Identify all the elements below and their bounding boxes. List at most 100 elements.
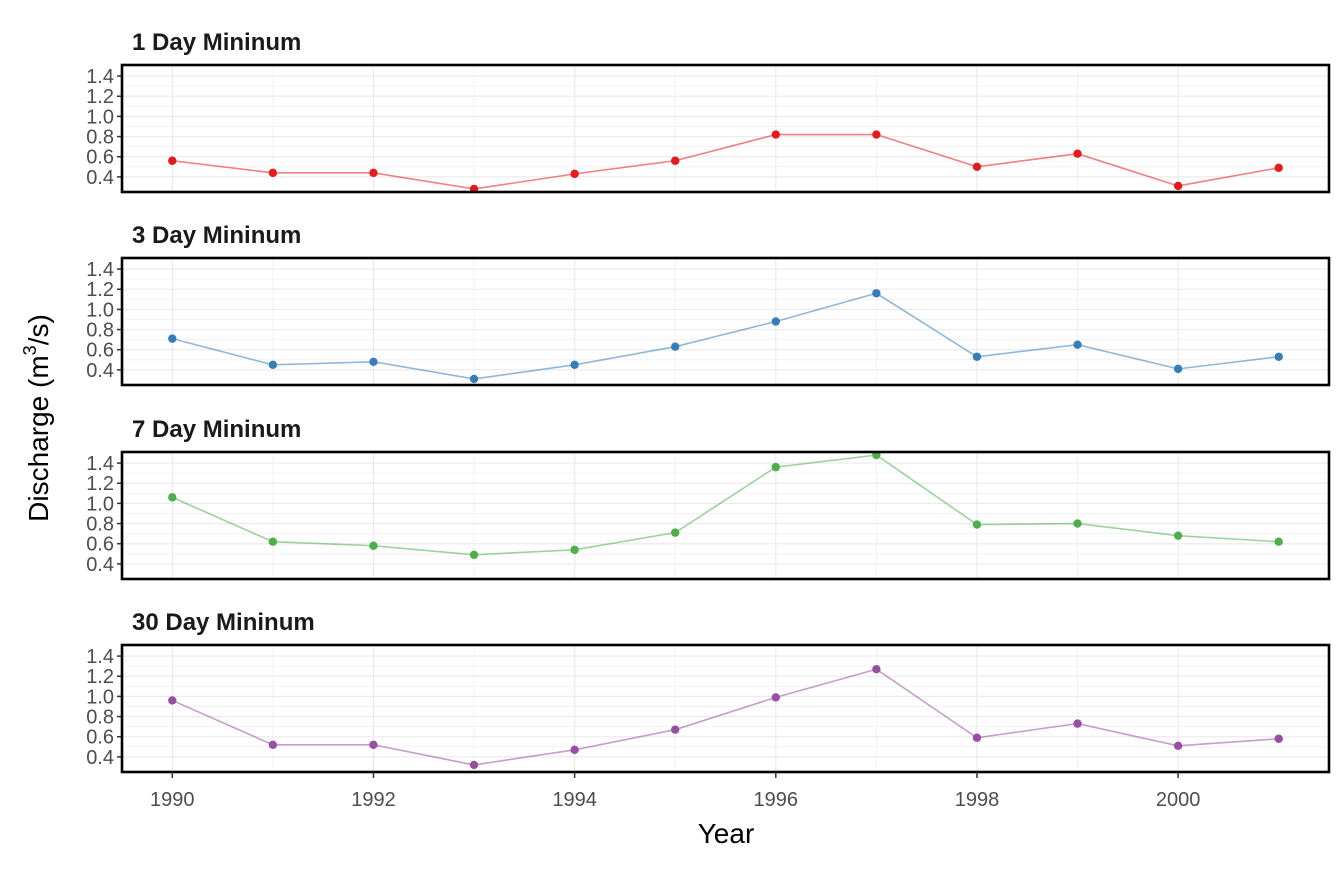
panel-border xyxy=(120,63,1331,194)
y-tick-label: 0.6 xyxy=(86,534,114,556)
series-line xyxy=(172,133,1279,190)
x-tick-label: 1992 xyxy=(351,789,396,811)
svg-text:Discharge (m3/s): Discharge (m3/s) xyxy=(20,314,54,522)
x-tick-label: 1996 xyxy=(754,789,799,811)
y-tick-label: 1.4 xyxy=(86,66,114,88)
panel-title: 30 Day Mininum xyxy=(132,609,315,636)
data-point xyxy=(1274,352,1283,361)
y-tick-label: 0.4 xyxy=(86,167,114,189)
data-point xyxy=(369,168,378,178)
data-point xyxy=(771,693,780,702)
data-point xyxy=(369,357,378,367)
data-point xyxy=(671,528,680,537)
y-axis-title-unit: m xyxy=(23,355,54,378)
y-tick-label: 1.4 xyxy=(86,259,114,281)
panel-border xyxy=(120,450,1331,581)
data-point xyxy=(570,745,579,755)
data-point xyxy=(671,725,680,734)
x-tick-label: 2000 xyxy=(1156,789,1201,811)
y-tick-label: 0.4 xyxy=(86,360,114,382)
x-tick-label: 1990 xyxy=(150,789,195,811)
x-tick-label: 1994 xyxy=(552,789,597,811)
data-point xyxy=(1073,519,1082,528)
data-point xyxy=(1173,531,1183,540)
data-point xyxy=(1274,163,1283,173)
data-point xyxy=(1173,741,1183,750)
y-tick-label: 1.0 xyxy=(86,299,114,321)
series-line xyxy=(171,454,1279,556)
panel-2: 3 Day Mininum 0.40.60.81.01.21.4 xyxy=(86,222,1331,387)
y-tick-label: 0.8 xyxy=(86,320,114,342)
data-point xyxy=(872,289,881,298)
data-point xyxy=(872,130,881,139)
y-axis-title: Discharge (m3/s) xyxy=(20,314,54,522)
data-point xyxy=(872,664,881,674)
series-line xyxy=(171,668,1279,766)
data-point xyxy=(469,760,479,770)
data-point xyxy=(671,156,680,165)
panel-4: 30 Day Mininum 0.40.60.81.01.21.4 1990 1992… xyxy=(86,609,1331,811)
y-tick-label: 0.6 xyxy=(86,727,114,749)
y-tick-label: 1.0 xyxy=(86,493,114,515)
panel-border xyxy=(120,643,1331,774)
data-point xyxy=(1274,734,1283,743)
data-point xyxy=(972,352,982,361)
y-axis-title-unit-tail: /s xyxy=(23,324,54,346)
data-point xyxy=(168,156,177,165)
data-point xyxy=(1274,537,1283,546)
data-point xyxy=(168,493,177,502)
x-tick-label: 1998 xyxy=(955,789,1000,811)
data-point xyxy=(972,162,982,172)
y-tick-label: 1.4 xyxy=(86,646,114,668)
panel-1: 1 Day Mininum 0.40.60.81.01.21.4 xyxy=(86,29,1331,194)
data-point xyxy=(570,169,579,179)
series-line xyxy=(172,292,1279,380)
data-point xyxy=(369,740,378,749)
data-point xyxy=(570,360,579,370)
y-axis-title-label: Discharge xyxy=(23,396,54,522)
data-point xyxy=(771,317,780,326)
y-tick-label: 1.2 xyxy=(86,86,114,108)
panel-title: 1 Day Mininum xyxy=(132,29,301,56)
y-tick-label: 0.8 xyxy=(86,127,114,149)
x-axis-title: Year xyxy=(698,818,755,849)
panel-title: 3 Day Mininum xyxy=(132,222,301,249)
data-point xyxy=(469,550,479,560)
y-tick-label: 0.6 xyxy=(86,340,114,362)
data-point xyxy=(1073,149,1082,158)
data-point xyxy=(1073,340,1082,349)
data-point xyxy=(469,374,479,384)
panel-3: 7 Day Mininum 0.40.60.81.01.21.4 xyxy=(86,416,1331,581)
data-point xyxy=(268,168,278,178)
data-point xyxy=(268,360,278,370)
data-point xyxy=(1073,719,1082,728)
y-tick-label: 0.8 xyxy=(86,707,114,729)
data-point xyxy=(1173,364,1183,374)
data-point xyxy=(268,740,278,749)
y-tick-label: 0.4 xyxy=(86,747,114,769)
data-point xyxy=(168,696,177,705)
data-point xyxy=(268,537,278,546)
y-tick-label: 1.0 xyxy=(86,686,114,708)
y-tick-label: 1.0 xyxy=(86,106,114,128)
data-point xyxy=(972,520,982,529)
panel-title: 7 Day Mininum xyxy=(132,416,301,443)
data-point xyxy=(570,545,579,554)
y-axis-title-unit-exponent: 3 xyxy=(20,345,40,355)
y-tick-label: 1.2 xyxy=(86,279,114,301)
data-point xyxy=(369,541,378,550)
y-tick-label: 0.4 xyxy=(86,554,114,576)
y-tick-label: 0.6 xyxy=(86,147,114,169)
y-tick-label: 1.2 xyxy=(86,666,114,688)
y-tick-label: 1.4 xyxy=(86,453,114,475)
data-point xyxy=(771,462,780,472)
y-tick-label: 0.8 xyxy=(86,514,114,536)
panel-border xyxy=(120,256,1331,387)
data-point xyxy=(771,130,780,139)
data-point xyxy=(168,334,177,343)
data-point xyxy=(671,342,680,351)
data-point xyxy=(972,733,982,742)
data-point xyxy=(1173,181,1183,191)
